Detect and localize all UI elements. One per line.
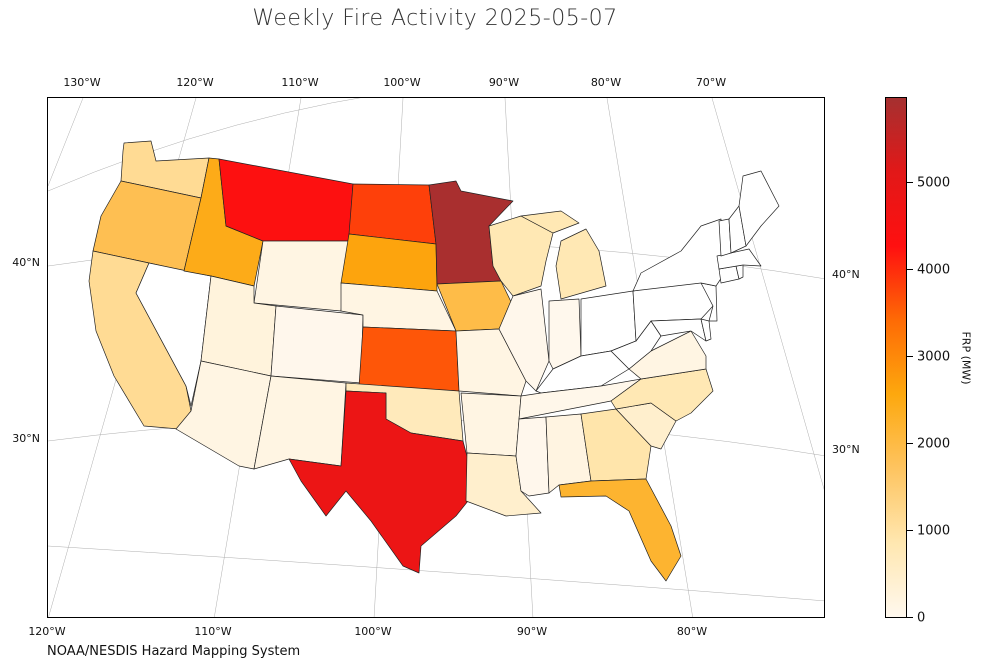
lon-tick-top: 70°W bbox=[695, 76, 727, 89]
colorbar-tick-label: 4000 bbox=[917, 262, 951, 278]
state-maryland bbox=[650, 318, 707, 342]
state-kansas bbox=[358, 326, 460, 392]
state-arkansas bbox=[460, 392, 522, 457]
state-georgia bbox=[580, 408, 652, 482]
state-delaware bbox=[700, 318, 712, 342]
lon-tick-top: 80°W bbox=[590, 76, 622, 89]
colorbar-tick-mark bbox=[907, 530, 913, 531]
lon-tick-top: 100°W bbox=[383, 76, 421, 89]
state-north-dakota bbox=[348, 183, 437, 245]
state-montana bbox=[218, 158, 354, 242]
state-south-dakota bbox=[340, 233, 438, 292]
lon-tick-bottom: 80°W bbox=[676, 625, 708, 638]
lat-tick-left: 30°N bbox=[12, 432, 40, 445]
lon-tick-top: 90°W bbox=[488, 76, 520, 89]
lat-tick-right: 40°N bbox=[832, 268, 860, 281]
state-florida bbox=[558, 478, 682, 582]
lon-tick-bottom: 110°W bbox=[194, 625, 232, 638]
state-mississippi bbox=[515, 416, 550, 497]
state-wyoming bbox=[253, 240, 350, 312]
colorbar-tick-mark bbox=[907, 356, 913, 357]
graticule-meridian-70w bbox=[711, 98, 824, 490]
colorbar-tick-label: 5000 bbox=[917, 175, 951, 191]
state-texas bbox=[288, 390, 477, 574]
lon-tick-top: 130°W bbox=[63, 76, 101, 89]
colorbar-tick-label: 1000 bbox=[917, 523, 951, 539]
colorbar-tick-mark bbox=[907, 617, 913, 618]
lon-tick-bottom: 90°W bbox=[516, 625, 548, 638]
colorbar-tick-mark bbox=[907, 443, 913, 444]
colorbar-tick-label: 3000 bbox=[917, 349, 951, 365]
colorbar-tick-label: 0 bbox=[917, 610, 926, 626]
lon-tick-bottom: 120°W bbox=[28, 625, 66, 638]
lon-tick-top: 120°W bbox=[176, 76, 214, 89]
lat-tick-left: 40°N bbox=[12, 256, 40, 269]
graticule-parallel-20n bbox=[48, 545, 824, 602]
colorbar-tick-mark bbox=[907, 182, 913, 183]
map-frame bbox=[47, 97, 825, 618]
state-missouri bbox=[455, 328, 527, 397]
lon-tick-bottom: 100°W bbox=[354, 625, 392, 638]
colorbar-title: FRP (MW) bbox=[959, 331, 973, 385]
lon-tick-top: 110°W bbox=[281, 76, 319, 89]
colorbar-tick-mark bbox=[907, 269, 913, 270]
state-michigan bbox=[555, 228, 607, 300]
graticule-meridian-130w bbox=[48, 98, 84, 187]
map-title: Weekly Fire Activity 2025-05-07 bbox=[252, 6, 618, 31]
colorbar-tick-label: 2000 bbox=[917, 436, 951, 452]
lat-tick-right: 30°N bbox=[832, 443, 860, 456]
map-canvas bbox=[48, 98, 824, 617]
graticule-parallel-50n bbox=[48, 98, 360, 192]
state-maine bbox=[738, 170, 780, 247]
colorbar bbox=[885, 97, 907, 618]
state-michigan-upper bbox=[520, 210, 580, 234]
states-layer bbox=[88, 140, 780, 582]
data-source-credit: NOAA/NESDIS Hazard Mapping System bbox=[47, 644, 301, 659]
state-colorado bbox=[270, 305, 364, 384]
